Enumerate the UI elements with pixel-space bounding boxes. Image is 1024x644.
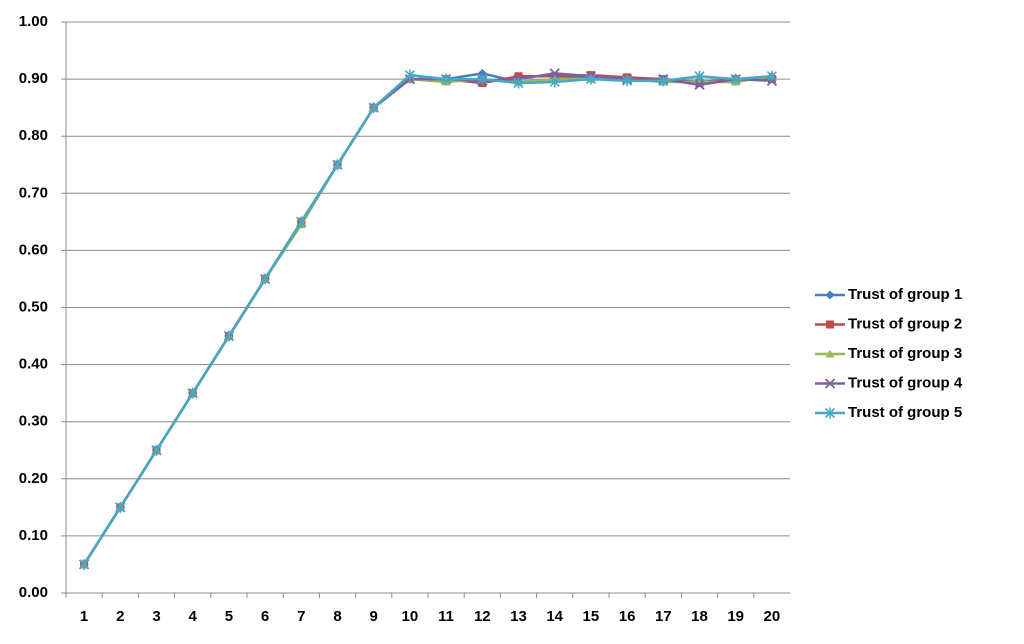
x-tick-label: 5	[225, 608, 233, 625]
x-tick-label: 7	[297, 608, 305, 625]
marker	[766, 70, 777, 82]
x-tick-label: 9	[370, 608, 378, 625]
marker	[79, 558, 90, 570]
marker	[825, 349, 835, 358]
x-tick-label: 12	[474, 608, 491, 625]
legend-label: Trust of group 1	[848, 286, 962, 303]
x-tick-label: 13	[510, 608, 527, 625]
marker	[115, 501, 126, 513]
marker	[730, 73, 741, 85]
x-tick-label: 20	[764, 608, 781, 625]
y-tick-label: 0.30	[19, 413, 48, 430]
marker	[368, 102, 379, 114]
marker	[694, 79, 705, 90]
x-tick-label: 6	[261, 608, 269, 625]
legend-label: Trust of group 4	[848, 374, 963, 391]
marker	[824, 378, 836, 389]
x-tick-label: 18	[691, 608, 708, 625]
x-tick-label: 16	[619, 608, 636, 625]
legend-label: Trust of group 3	[848, 345, 962, 362]
series-line	[83, 73, 772, 566]
marker	[694, 70, 705, 82]
marker	[824, 407, 836, 419]
x-tick-label: 10	[402, 608, 419, 625]
y-tick-label: 0.60	[19, 241, 48, 258]
x-tick-label: 17	[655, 608, 672, 625]
x-tick-label: 8	[333, 608, 341, 625]
legend-label: Trust of group 5	[848, 404, 962, 421]
marker	[151, 444, 162, 456]
marker	[260, 273, 271, 285]
x-tick-label: 2	[116, 608, 124, 625]
y-tick-label: 0.20	[19, 470, 48, 487]
marker	[477, 73, 488, 85]
marker	[477, 68, 487, 78]
marker	[825, 290, 835, 300]
marker	[513, 77, 524, 89]
y-tick-label: 0.00	[19, 584, 48, 601]
marker	[332, 159, 343, 171]
series-line	[83, 72, 772, 566]
x-tick-label: 11	[438, 608, 454, 625]
x-tick-label: 3	[152, 608, 160, 625]
x-tick-label: 14	[546, 608, 563, 625]
y-tick-label: 1.00	[19, 13, 48, 30]
marker	[549, 76, 560, 88]
y-tick-label: 0.70	[19, 184, 48, 201]
legend-label: Trust of group 2	[848, 315, 962, 332]
marker	[441, 73, 452, 85]
series-line	[83, 75, 773, 566]
marker	[187, 387, 198, 399]
y-tick-label: 0.40	[19, 356, 48, 373]
series-line	[83, 73, 772, 566]
y-tick-label: 0.80	[19, 127, 48, 144]
x-tick-label: 1	[80, 608, 88, 625]
marker	[549, 68, 560, 79]
marker	[585, 73, 596, 85]
series-line	[83, 72, 772, 566]
x-tick-label: 15	[583, 608, 600, 625]
y-tick-label: 0.10	[19, 527, 48, 544]
marker	[404, 69, 415, 81]
marker	[223, 330, 234, 342]
y-tick-label: 0.50	[19, 298, 48, 315]
marker	[826, 320, 834, 329]
marker	[658, 75, 669, 87]
marker	[622, 75, 633, 87]
x-tick-label: 19	[727, 608, 744, 625]
x-tick-label: 4	[189, 608, 198, 625]
y-tick-label: 0.90	[19, 70, 48, 87]
marker	[514, 72, 523, 81]
marker	[296, 216, 307, 228]
